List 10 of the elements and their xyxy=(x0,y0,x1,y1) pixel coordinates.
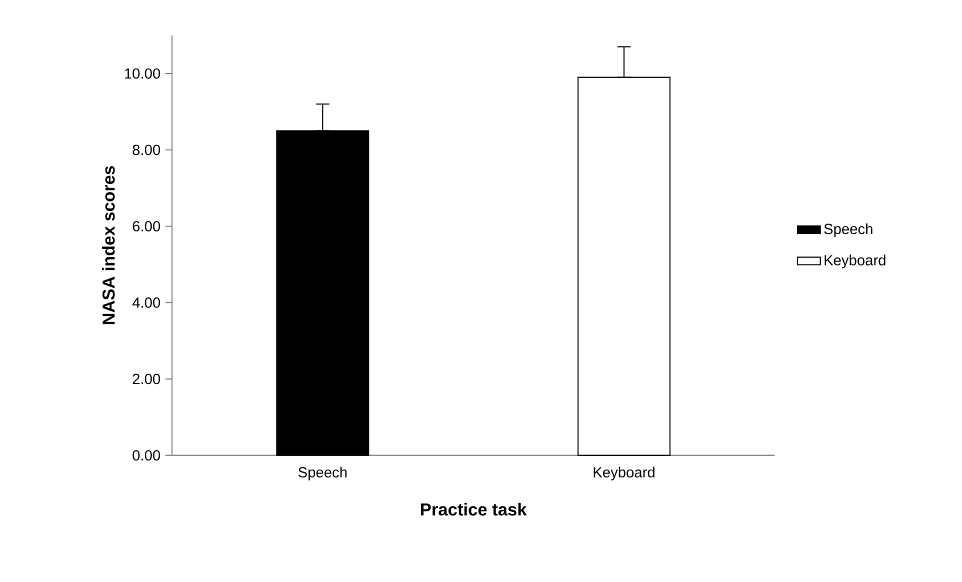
legend-label: Speech xyxy=(824,223,872,238)
x-axis-title: Practice task xyxy=(421,502,527,516)
y-tick-label: 4.00 xyxy=(132,297,160,308)
y-tick-label: 0.00 xyxy=(132,450,160,461)
legend-label: Keyboard xyxy=(824,254,886,268)
y-tick-label: 10.00 xyxy=(125,68,160,79)
y-tick-label: 2.00 xyxy=(132,374,160,384)
y-axis-title: NASA index scores xyxy=(102,166,115,324)
y-tick-label: 8.00 xyxy=(132,144,160,156)
y-tick-label: 6.00 xyxy=(132,221,160,232)
